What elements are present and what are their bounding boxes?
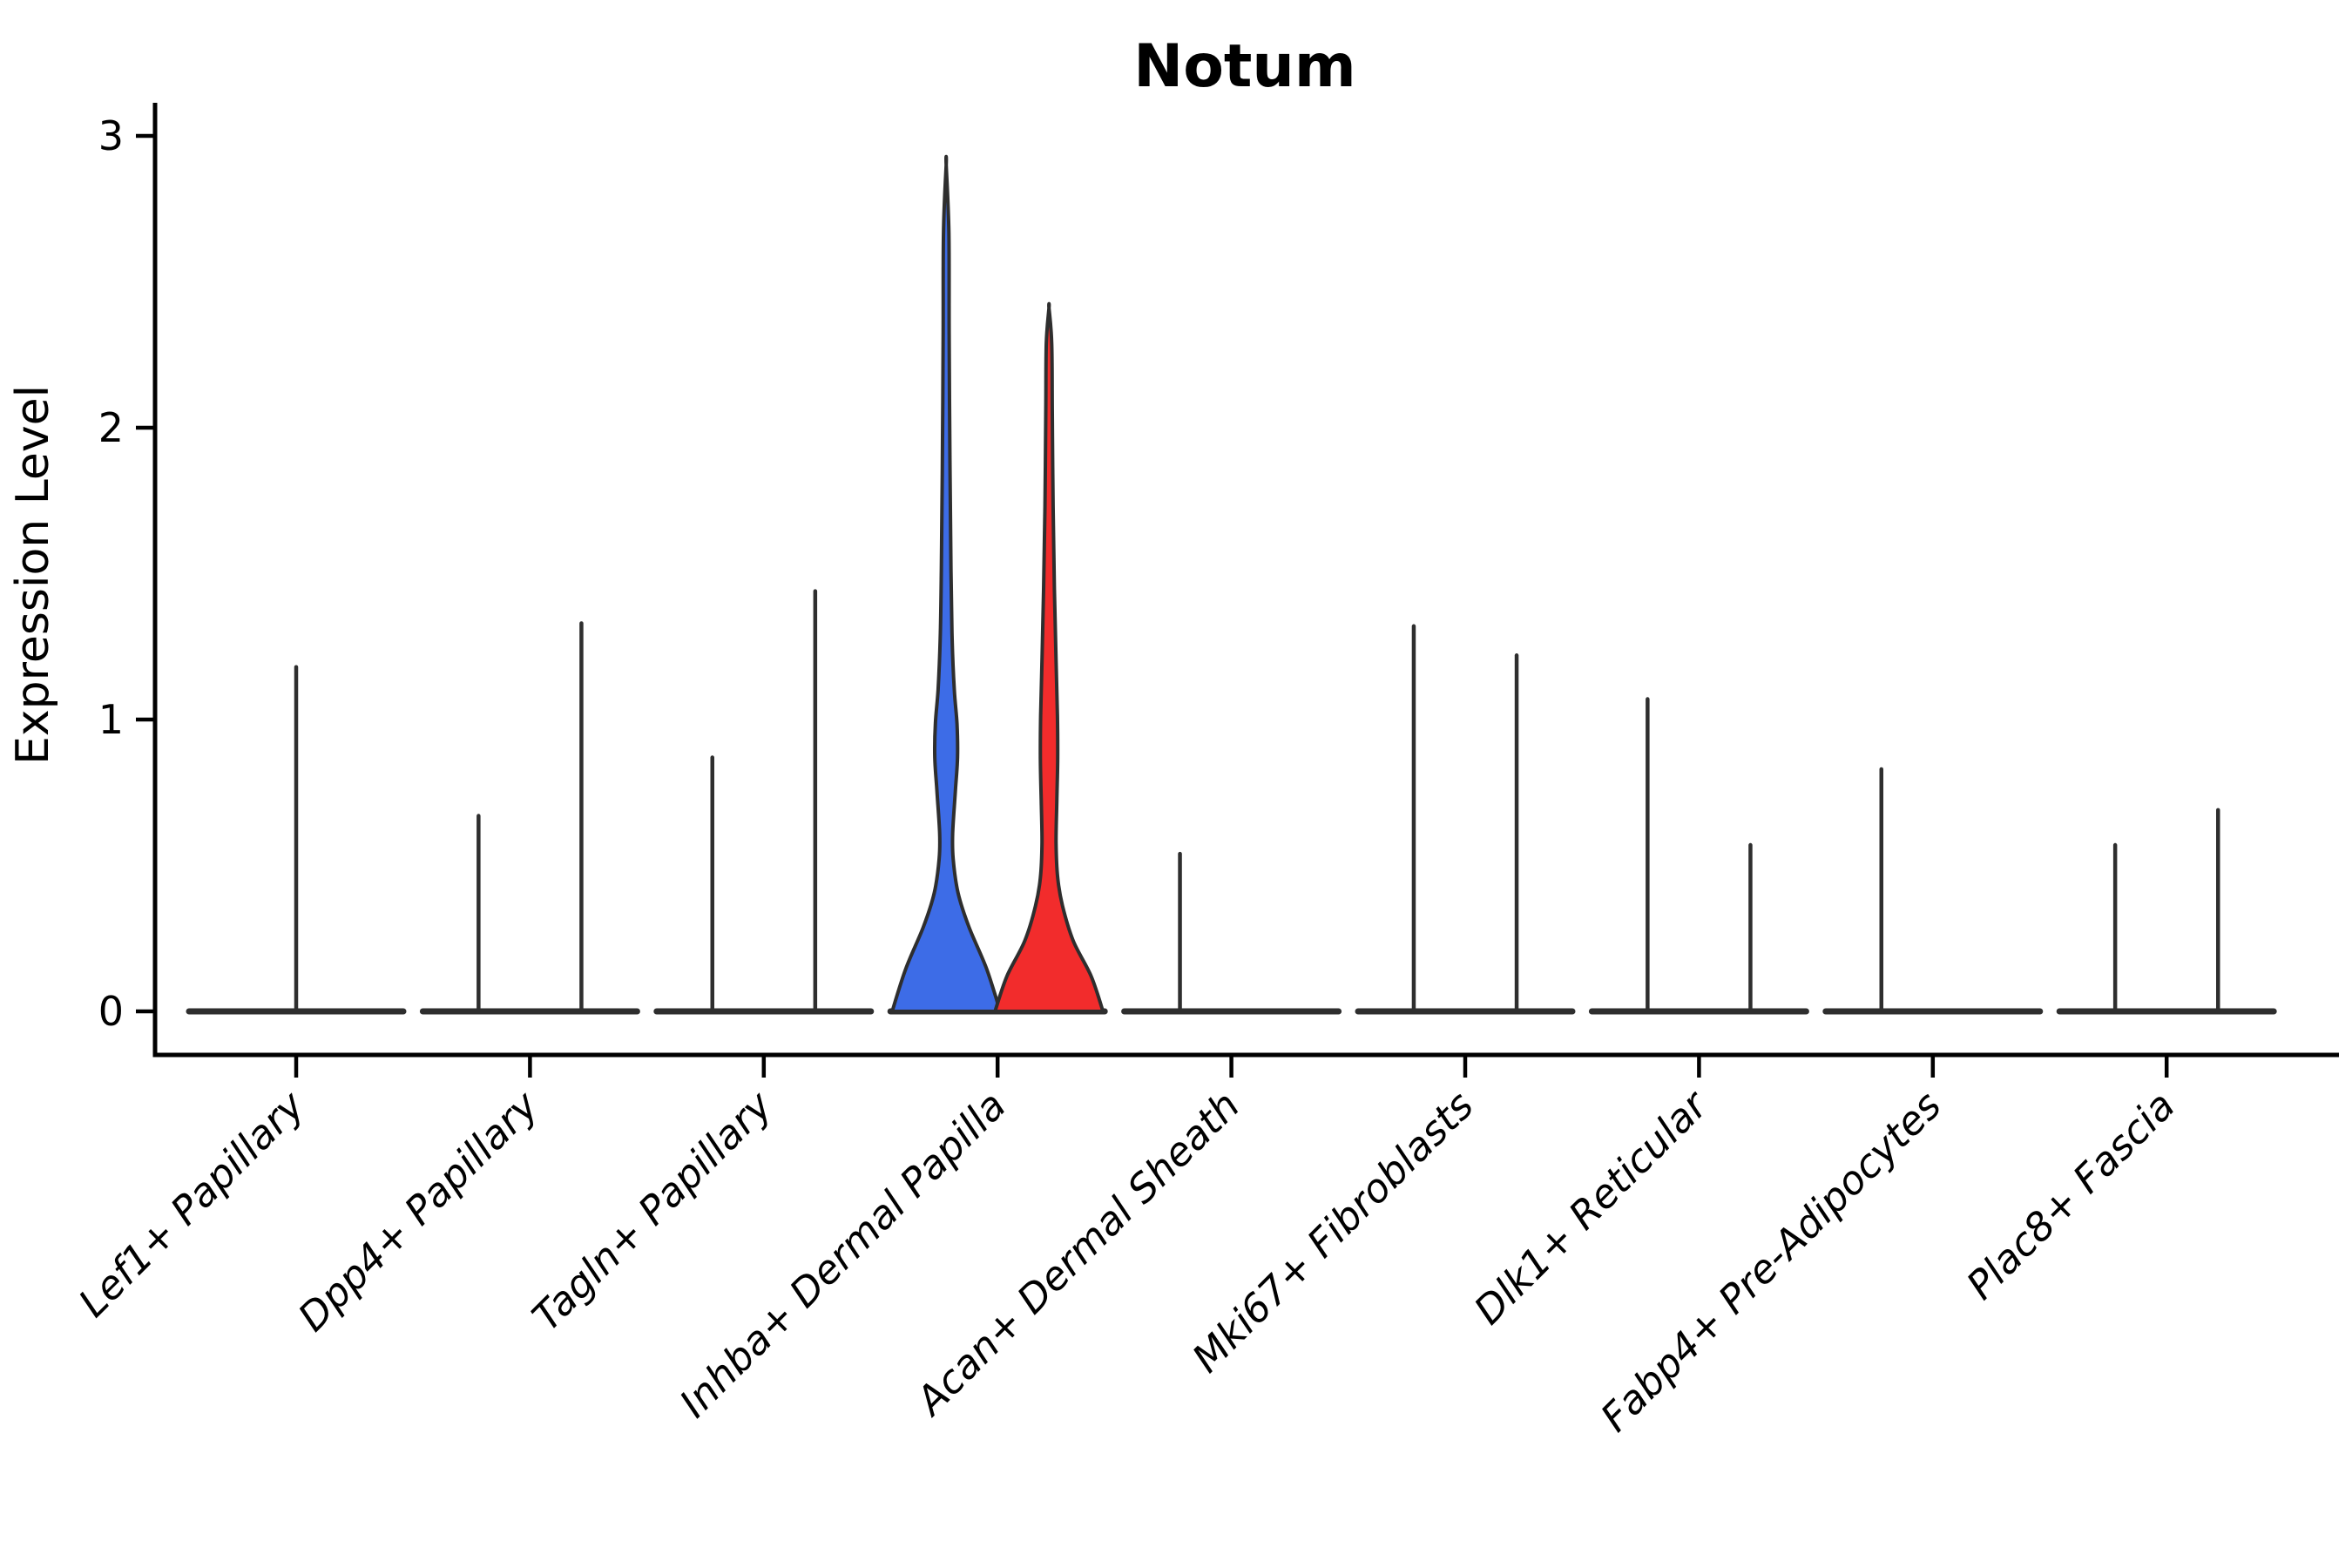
category-label: Dpp4+ Papillary — [289, 1081, 548, 1340]
category-label: Lef1+ Papillary — [70, 1081, 314, 1326]
y-tick-label-0: 0 — [98, 988, 124, 1035]
y-tick-label-1: 1 — [98, 696, 124, 743]
y-axis-label: Expression Level — [7, 385, 59, 765]
violin-red — [993, 301, 1105, 1013]
y-tick-label-2: 2 — [98, 404, 124, 451]
y-tick-label-3: 3 — [98, 112, 124, 159]
violin-blue — [890, 154, 1003, 1013]
category-label: Tagln+ Papillary — [524, 1081, 782, 1340]
category-label: Plac8+ Fascia — [1957, 1082, 2184, 1308]
chart-title: Notum — [1133, 32, 1355, 101]
category-label: Dlk1+ Reticular — [1465, 1081, 1718, 1334]
